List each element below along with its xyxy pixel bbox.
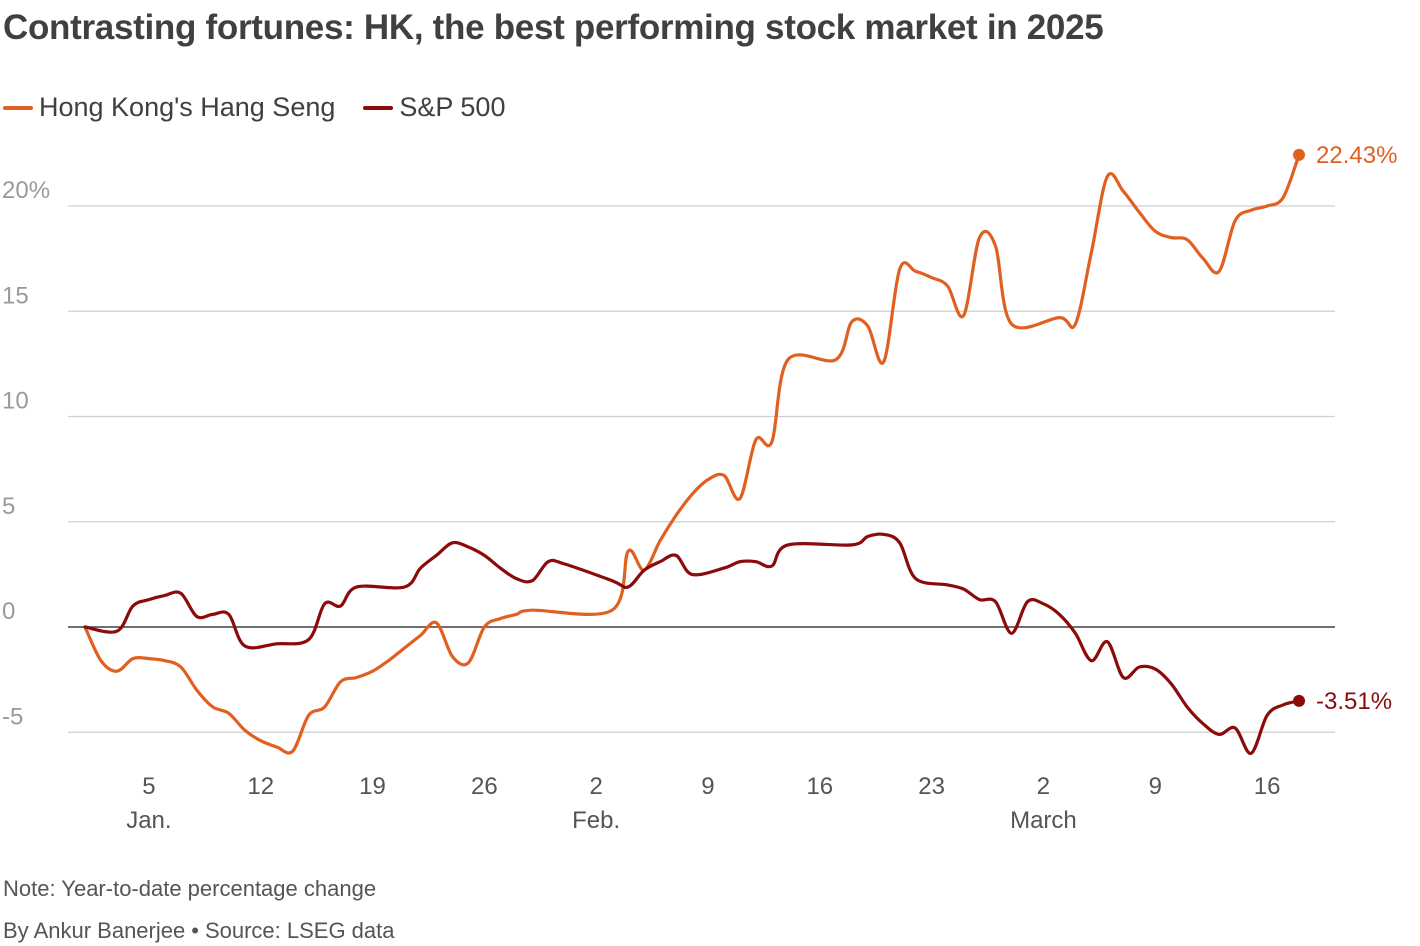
legend-swatch-hang-seng [3, 105, 33, 110]
legend-label-sp500: S&P 500 [399, 92, 506, 122]
chart-note: Note: Year-to-date percentage change [3, 876, 377, 901]
end-point-sp500 [1293, 694, 1306, 707]
end-point-hang-seng [1293, 148, 1306, 161]
chart-legend: Hong Kong's Hang Seng S&P 500 [3, 92, 533, 123]
y-tick-label: 5 [2, 493, 15, 520]
series-line-sp500 [83, 532, 1301, 755]
end-label-sp500: -3.51% [1316, 688, 1392, 715]
x-tick-label: 16 [1254, 773, 1281, 800]
x-month-label: Jan. [126, 807, 171, 834]
x-tick-label: 16 [806, 773, 833, 800]
chart-title: Contrasting fortunes: HK, the best perfo… [3, 8, 1104, 47]
x-tick-label: 9 [1149, 773, 1162, 800]
x-month-label: March [1010, 807, 1077, 834]
y-tick-label: 10 [2, 388, 29, 415]
legend-swatch-sp500 [363, 105, 394, 110]
x-month-label: Feb. [572, 807, 620, 834]
x-tick-label: 5 [142, 773, 155, 800]
x-tick-label: 9 [701, 773, 714, 800]
legend-item-hang-seng: Hong Kong's Hang Seng [3, 92, 335, 123]
x-tick-label: 2 [589, 773, 602, 800]
line-chart: 20% 15 10 5 0 -5 5 Jan. 12 19 26 2 Feb. 9 16 23 2 March 9 1… [2, 142, 1397, 834]
y-tick-label: 20% [2, 177, 50, 204]
x-tick-label: 23 [918, 773, 945, 800]
y-tick-label: -5 [2, 703, 23, 730]
x-tick-label: 19 [359, 773, 386, 800]
x-tick-label: 26 [471, 773, 498, 800]
legend-label-hang-seng: Hong Kong's Hang Seng [39, 92, 336, 122]
source: Source: LSEG data [204, 918, 395, 943]
y-tick-label: 0 [2, 598, 15, 625]
end-label-hang-seng: 22.43% [1316, 142, 1397, 169]
legend-item-sp500: S&P 500 [363, 92, 505, 123]
y-tick-label: 15 [2, 282, 29, 309]
byline: By Ankur Banerjee [3, 918, 186, 943]
series-line-hang-seng [83, 153, 1301, 755]
x-tick-label: 12 [247, 773, 274, 800]
credit-separator: • [191, 918, 199, 943]
chart-credit: By Ankur Banerjee • Source: LSEG data [3, 918, 395, 944]
x-tick-label: 2 [1037, 773, 1050, 800]
